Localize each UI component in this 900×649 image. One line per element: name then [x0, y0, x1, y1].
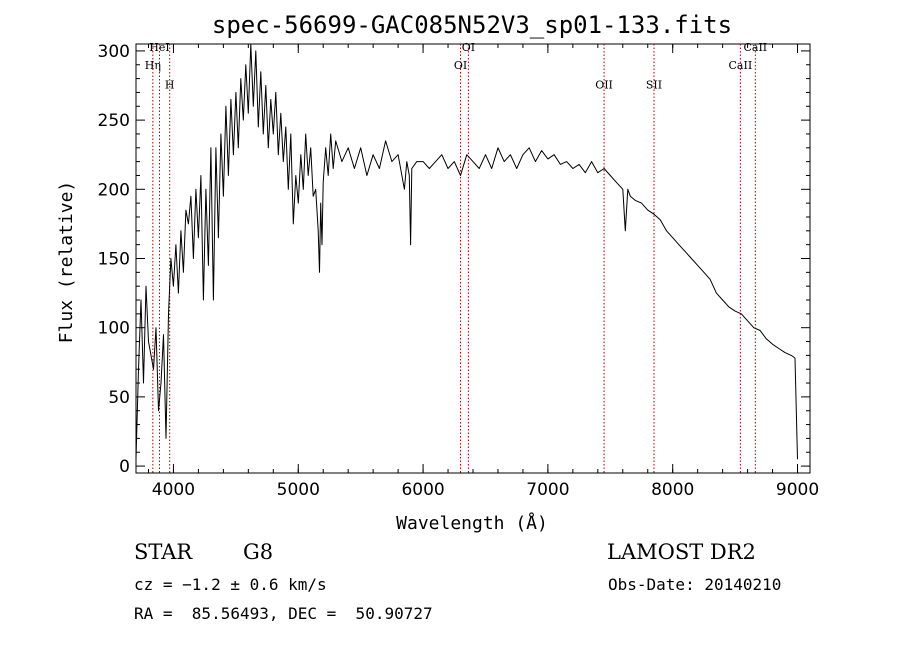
- survey-name: LAMOST DR2: [607, 540, 756, 564]
- x-tick-label: 7000: [526, 480, 569, 500]
- x-tick-label: 6000: [401, 480, 444, 500]
- coordinates: RA = 85.56493, DEC = 50.90727: [134, 604, 433, 623]
- spectral-line-label: H: [165, 78, 175, 91]
- spectral-line-markers: HeI Hη H OI OI OII SII CaII CaII: [145, 41, 767, 473]
- spectral-line-label: SII: [646, 78, 662, 91]
- object-subclass: G8: [243, 540, 274, 564]
- y-tick-label: 0: [119, 457, 130, 477]
- spectral-line-label: HeI: [149, 41, 169, 54]
- plot-border: [135, 43, 811, 474]
- flux-line: [135, 43, 798, 460]
- flux-series: [135, 43, 798, 460]
- redshift-cz: cz = −1.2 ± 0.6 km/s: [134, 575, 327, 594]
- y-tick-label: 150: [98, 250, 130, 270]
- axis-ticks: 4000 5000 6000 7000 8000 9000 0 50 100 150 200 250 3…: [98, 42, 820, 500]
- y-tick-label: 250: [98, 111, 130, 131]
- object-type: STAR: [134, 540, 193, 564]
- y-axis-label: Flux (relative): [56, 181, 77, 344]
- x-tick-label: 4000: [152, 480, 195, 500]
- spectral-line-label: OI: [462, 41, 475, 54]
- chart-title: spec-56699-GAC085N52V3_sp01-133.fits: [212, 11, 732, 39]
- y-tick-label: 50: [108, 388, 130, 408]
- x-axis-label: Wavelength (Å): [396, 512, 548, 534]
- plot-frame: [135, 43, 811, 474]
- spectral-line-label: CaII: [729, 59, 753, 72]
- spectral-line-label: OII: [595, 78, 613, 91]
- x-tick-label: 8000: [651, 480, 694, 500]
- observation-date: Obs-Date: 20140210: [608, 575, 782, 594]
- y-tick-label: 200: [98, 180, 130, 200]
- spectral-line-label: Hη: [145, 59, 161, 72]
- spectral-line-label: CaII: [743, 41, 767, 54]
- x-tick-label: 9000: [776, 480, 819, 500]
- spectral-line-label: OI: [454, 59, 467, 72]
- y-tick-label: 100: [98, 319, 130, 339]
- y-tick-label: 300: [98, 42, 130, 62]
- x-tick-label: 5000: [277, 480, 320, 500]
